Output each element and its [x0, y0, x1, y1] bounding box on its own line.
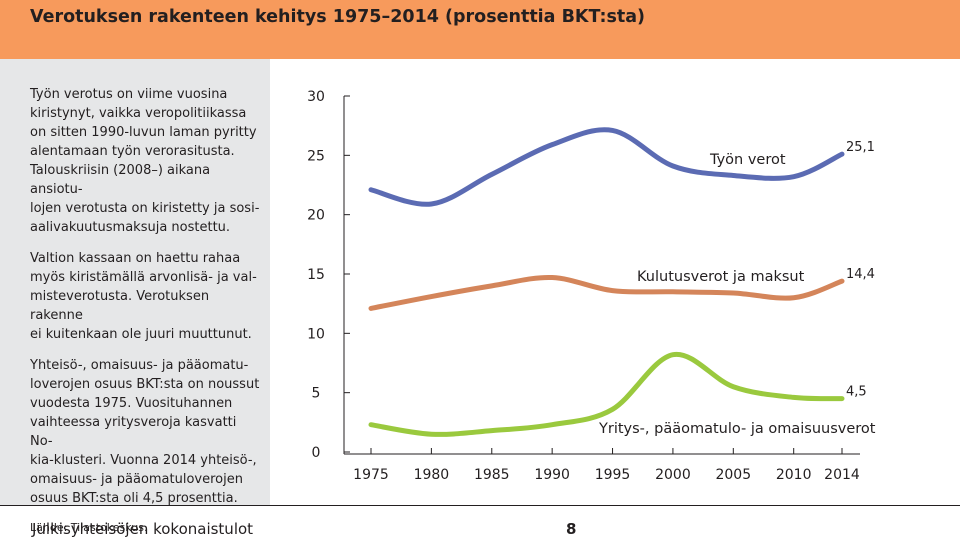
series-end-value-label: 4,5: [846, 385, 867, 400]
sidebar-paragraph: Työn verotus on viime vuosina kiristynyt…: [30, 87, 260, 235]
source-note: Lähde: Tilastokeskus.: [30, 521, 148, 534]
series-end-value-label: 25,1: [846, 140, 875, 155]
x-ticks: 1975 1980 1985 1990 1995 2000 2005 2010 2014: [353, 448, 860, 483]
footer: Julkisyhteisöjen kokonaistulot 8: [0, 505, 960, 545]
sidebar: Työn verotus on viime vuosina kiristynyt…: [0, 59, 270, 534]
series-name-label: Työn verot: [709, 152, 786, 168]
chart-svg: 0 5 10 15 20 25 30 1975 1980 1985 1990 1995 2000 200…: [307, 89, 876, 483]
x-tick-label: 1995: [595, 467, 631, 483]
y-tick-label: 20: [307, 208, 325, 224]
y-tick-label: 25: [307, 148, 325, 164]
y-tick-label: 0: [312, 445, 321, 461]
series-name-label: Yritys-, pääomatulo- ja omaisuusverot: [598, 421, 876, 437]
y-tick-label: 15: [307, 267, 325, 283]
sidebar-paragraph: Valtion kassaan on haettu rahaa myös kir…: [30, 251, 257, 342]
header: Verotuksen rakenteen kehitys 1975–2014 (…: [0, 0, 960, 59]
series-line: [368, 127, 845, 207]
page-title: Verotuksen rakenteen kehitys 1975–2014 (…: [30, 7, 646, 27]
y-tick-label: 5: [312, 386, 321, 402]
series-line: [368, 352, 845, 437]
y-ticks: 0 5 10 15 20 25 30: [307, 89, 350, 461]
line-chart: 0 5 10 15 20 25 30 1975 1980 1985 1990 1995 2000 200…: [270, 59, 960, 505]
x-tick-label: 2010: [776, 467, 812, 483]
x-tick-label: 1980: [414, 467, 450, 483]
x-tick-label: 1990: [534, 467, 570, 483]
sidebar-paragraph: Yhteisö-, omaisuus- ja pääomatu- loveroj…: [30, 358, 260, 506]
page-number: 8: [566, 520, 577, 538]
x-tick-label: 2000: [655, 467, 691, 483]
series-labels: Työn verot 25,1 Kulutusverot ja maksut 14,4…: [598, 140, 876, 437]
x-tick-label: 2005: [715, 467, 751, 483]
footer-title: Julkisyhteisöjen kokonaistulot: [32, 520, 254, 538]
series-lines: [368, 127, 845, 437]
x-tick-label: 1975: [353, 467, 389, 483]
y-tick-label: 10: [307, 326, 325, 342]
y-tick-label: 30: [307, 89, 325, 105]
series-end-value-label: 14,4: [846, 267, 875, 282]
x-tick-label: 2014: [824, 467, 860, 483]
series-name-label: Kulutusverot ja maksut: [637, 269, 805, 285]
series-line: [368, 275, 845, 311]
x-tick-label: 1985: [474, 467, 510, 483]
